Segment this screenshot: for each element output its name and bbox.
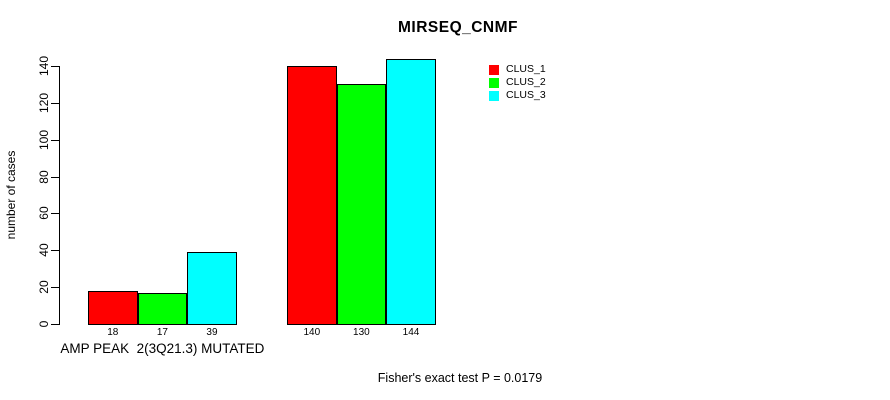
y-axis-tick: [51, 287, 59, 289]
x-axis-group-label: AMP PEAK 2(3Q21.3) MUTATED: [60, 341, 265, 356]
legend-label: CLUS_2: [506, 76, 546, 88]
legend-item-clus_1: CLUS_1: [489, 63, 546, 76]
bar-clus_1-group2: [287, 66, 337, 325]
y-axis-tick-label: 140: [37, 55, 51, 77]
bar-clus_1-group1: [88, 290, 138, 325]
y-axis-line: [59, 66, 60, 325]
y-axis-tick: [51, 324, 59, 325]
bar-clus_3-group1: [187, 252, 237, 325]
bar-value-label: 130: [353, 327, 370, 338]
y-axis-tick: [51, 66, 59, 67]
annotation-text: Fisher's exact test P = 0.0179: [377, 371, 543, 385]
bar-clus_2-group2: [336, 84, 387, 325]
y-axis-tick-label: 0: [37, 320, 51, 328]
bar-value-label: 17: [156, 327, 168, 338]
y-axis-tick-label: 20: [37, 280, 51, 294]
y-axis-tick: [51, 139, 59, 141]
legend-swatch: [489, 90, 499, 101]
y-axis-tick-label: 40: [37, 243, 51, 257]
y-axis-tick: [51, 213, 59, 215]
legend-swatch: [489, 77, 499, 88]
y-axis-tick-label: 80: [37, 169, 51, 184]
legend-swatch: [489, 64, 499, 75]
y-axis-tick-label: 120: [37, 92, 51, 113]
legend-label: CLUS_1: [506, 63, 546, 75]
bar-clus_2-group1: [137, 292, 188, 325]
y-axis-tick: [51, 102, 59, 104]
bar-value-label: 39: [206, 327, 218, 338]
bar-value-label: 140: [303, 327, 321, 338]
legend-item-clus_3: CLUS_3: [489, 89, 546, 102]
legend-item-clus_2: CLUS_2: [489, 76, 546, 89]
bar-value-label: 18: [107, 327, 119, 338]
legend: CLUS_1 CLUS_2 CLUS_3: [489, 63, 546, 102]
y-axis-tick: [51, 176, 59, 178]
legend-label: CLUS_3: [506, 89, 546, 101]
bar-clus_3-group2: [386, 58, 436, 325]
bar-value-label: 144: [402, 327, 420, 338]
y-axis-tick-label: 60: [37, 206, 51, 221]
y-axis-tick-label: 100: [37, 129, 51, 150]
y-axis-title-text: number of cases: [4, 150, 18, 240]
y-axis-tick: [51, 250, 59, 252]
chart-title: MIRSEQ_CNMF: [397, 19, 519, 36]
